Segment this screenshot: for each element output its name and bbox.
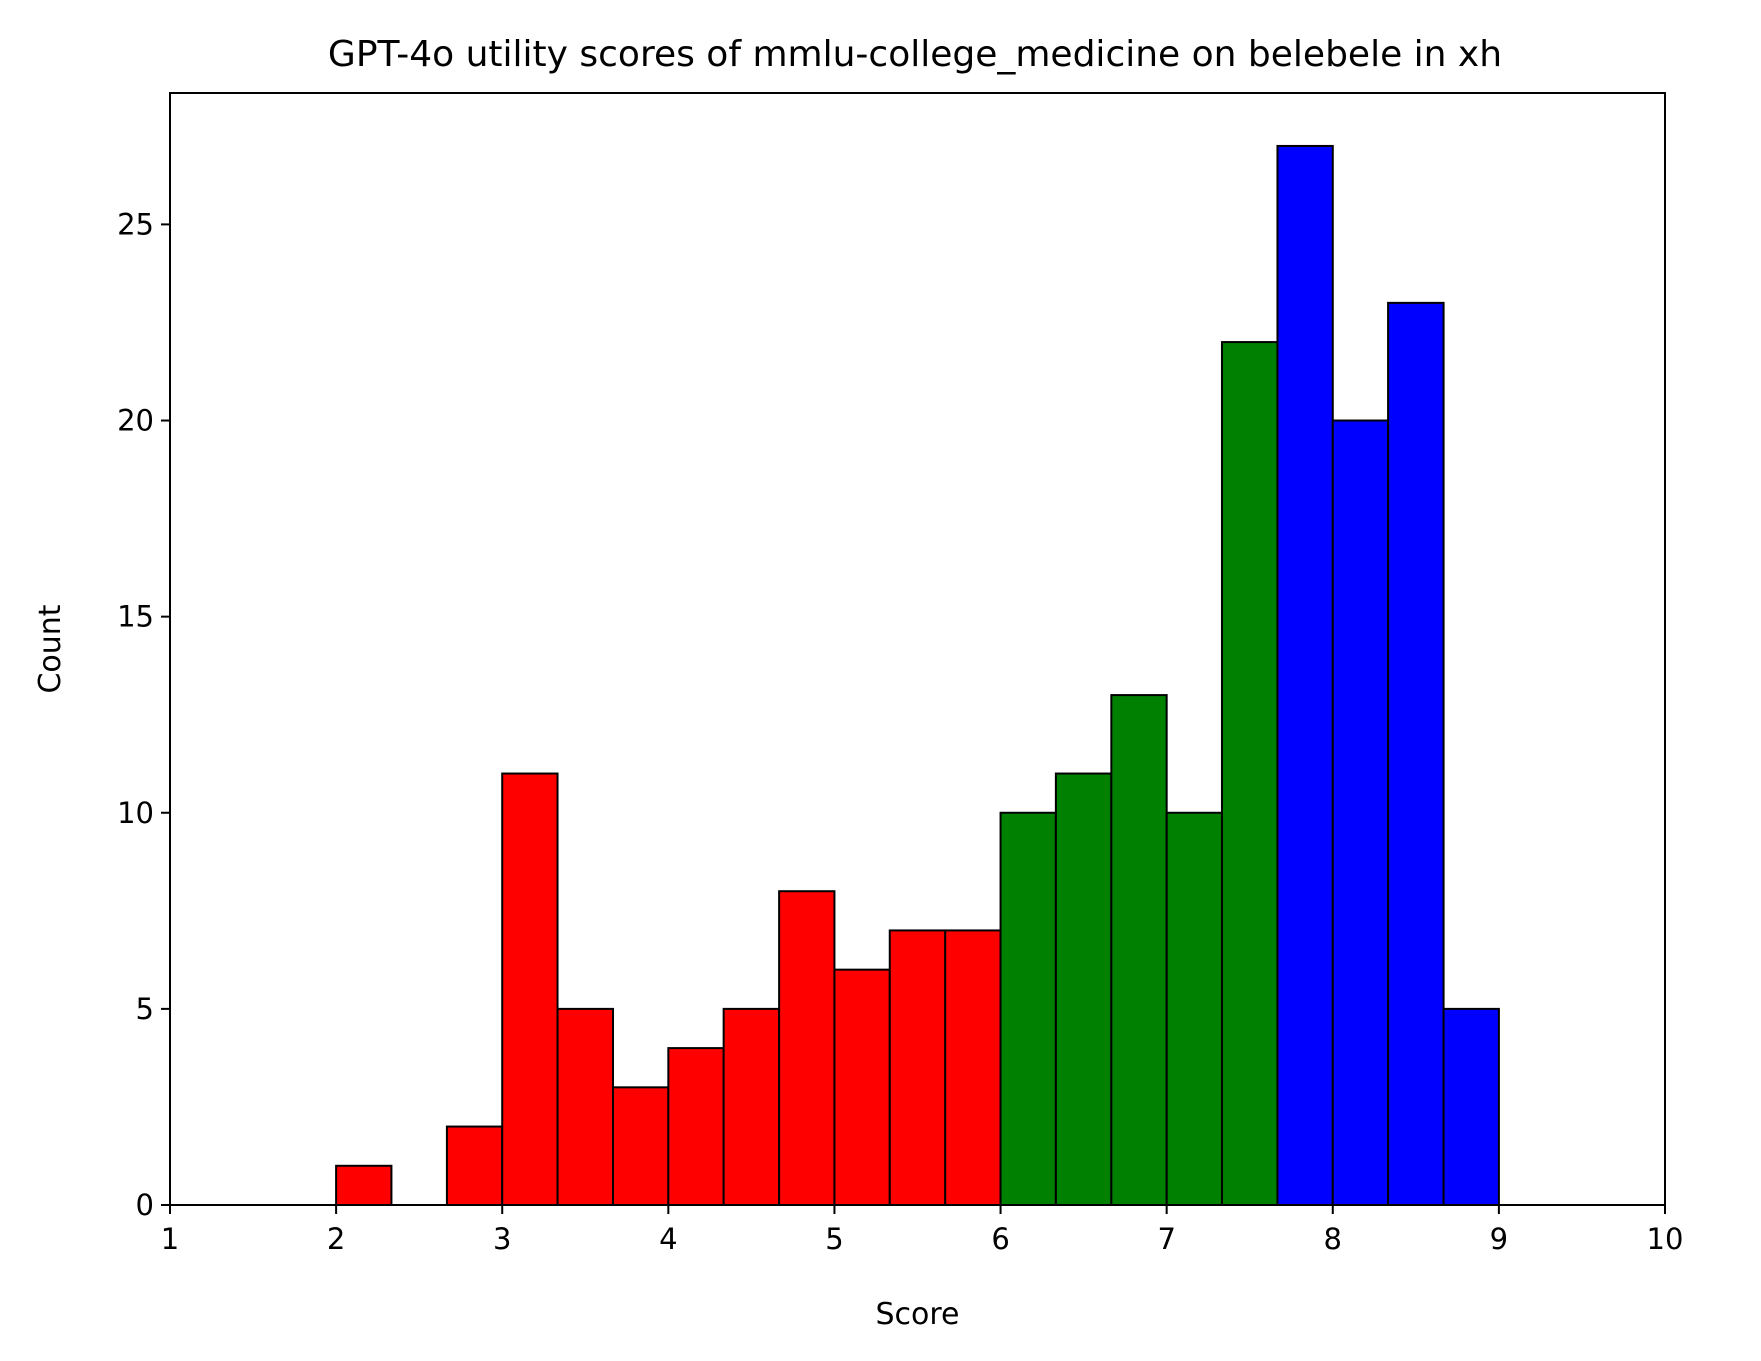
y-tick-label: 5 [136, 992, 154, 1026]
histogram-bar-7 [722, 1007, 781, 1206]
x-tick-label: 6 [991, 1222, 1009, 1256]
histogram-bar-16 [1220, 341, 1279, 1206]
y-tick-label: 20 [117, 404, 154, 438]
histogram-bar-18 [1331, 419, 1390, 1207]
histogram-bar-4 [556, 1007, 615, 1206]
histogram-bar-13 [1054, 772, 1113, 1206]
x-tick-label: 7 [1157, 1222, 1175, 1256]
plot-frame [169, 92, 1666, 1206]
histogram-bar-6 [667, 1047, 725, 1206]
x-tick-label: 4 [659, 1222, 677, 1256]
x-tick-label: 1 [161, 1222, 179, 1256]
histogram-bar-8 [778, 890, 836, 1207]
x-tick-label: 5 [825, 1222, 843, 1256]
histogram-bar-3 [501, 772, 559, 1206]
y-axis-label: Count [33, 604, 68, 693]
x-tick-label: 3 [493, 1222, 511, 1256]
histogram-bar-11 [944, 929, 1002, 1207]
histogram-bar-20 [1442, 1007, 1500, 1206]
histogram-bar-14 [1110, 694, 1168, 1206]
x-tick-label: 10 [1647, 1222, 1684, 1256]
histogram-bar-19 [1387, 301, 1445, 1206]
histogram-bar-15 [1165, 811, 1223, 1206]
histogram-bar-9 [833, 968, 891, 1206]
histogram-bar-10 [888, 929, 947, 1207]
x-axis-ticks: 1 2 3 4 5 6 7 8 9 10 [161, 1205, 1684, 1256]
x-tick-label: 2 [327, 1222, 345, 1256]
y-tick-label: 25 [117, 207, 154, 241]
histogram-bar-12 [999, 811, 1057, 1206]
chart-title: GPT-4o utility scores of mmlu-college_me… [328, 34, 1502, 75]
y-axis-ticks: 0 5 10 15 20 25 [117, 207, 170, 1222]
x-tick-label: 8 [1324, 1222, 1342, 1256]
histogram-bar-2 [445, 1125, 504, 1206]
y-tick-label: 0 [136, 1188, 154, 1222]
histogram-bar-17 [1276, 144, 1334, 1206]
bars-group [335, 144, 1500, 1207]
y-tick-label: 15 [117, 600, 154, 634]
histogram-bar-0 [335, 1164, 393, 1206]
y-tick-label: 10 [117, 796, 154, 830]
x-tick-label: 9 [1490, 1222, 1508, 1256]
x-axis-label: Score [875, 1297, 959, 1332]
histogram-bar-5 [612, 1086, 670, 1206]
